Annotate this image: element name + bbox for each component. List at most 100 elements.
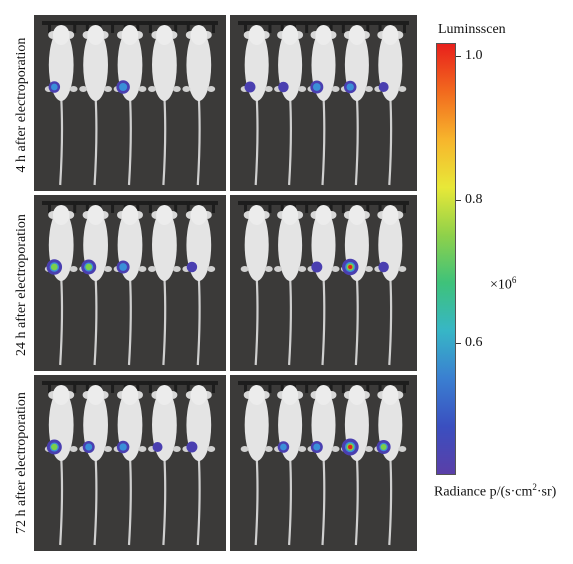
rack-hook [174,201,178,213]
mouse-tail [288,276,292,366]
mouse-tail [127,276,132,366]
mouse-head [315,205,332,225]
mouse [44,25,78,186]
rack-hook [378,201,382,213]
mouse-paw [331,446,340,452]
mouse-tail [354,276,359,366]
rack-hook [378,21,382,33]
mouse-paw [240,446,249,452]
mouse [340,205,373,366]
rack-hook [85,21,89,33]
mouse-head [156,385,173,405]
mouse-paw [207,446,216,452]
rack-hook [280,381,284,393]
rack-hook [280,21,284,33]
mouse-paw [138,266,147,272]
mouse [274,385,307,546]
rack-hook [73,381,77,393]
mouse [374,25,407,186]
mouse-tail [127,96,132,186]
mouse-paw [207,266,216,272]
signal-mid [313,443,321,451]
mouse-tail [162,96,167,186]
rack-hook [111,21,115,33]
rack-hook [148,381,152,393]
mouse-head [121,25,139,45]
mouse [374,385,407,546]
rack-hook [186,201,190,213]
mouse-paw [103,446,112,452]
rack-hook [244,21,247,33]
mouse-paw [69,446,78,452]
panel-4h-right [230,15,417,191]
colorbar-multiplier: ×106 [490,275,516,294]
mouse-body [152,209,177,281]
signal-outer [186,441,198,453]
colorbar-tick-1 [456,56,461,57]
signal-inner [51,443,58,451]
signal-mid [119,263,127,271]
panel-72h-left [34,375,226,551]
signal-core [347,444,353,450]
mouse-body [83,29,108,101]
mouse-paw [69,266,78,272]
rack-hook [136,381,140,393]
mouse-head [382,205,399,225]
mouse-head [248,385,265,405]
mouse-head [52,205,70,225]
mouse-body [186,29,212,101]
rack-hook [85,381,89,393]
rack-hook [341,381,345,393]
panel-4h-left [34,15,226,191]
signal-core [348,264,353,270]
signal-outer [152,442,163,452]
mouse-paw [172,266,181,272]
mouse-head [348,25,365,45]
mouse [240,205,273,366]
rack-hook [244,201,247,213]
mouse-head [348,385,365,405]
mouse-head [282,385,299,405]
rack-hook [305,201,309,213]
mouse [79,205,112,366]
mouse-tail [59,96,64,186]
rack-hook [73,201,77,213]
colorbar-tick-label-1: 1.0 [465,48,483,63]
mouse-head [382,385,399,405]
rack-bar [238,201,409,205]
mouse-paw [364,446,373,452]
mouse-head [190,205,208,225]
rack-hook [268,381,272,393]
rack-hook [403,201,406,213]
mouse [148,385,181,546]
signal-mid [50,83,58,91]
colorbar-title: Luminsscen [438,22,506,37]
unit-prefix: Radiance p/(s·cm [434,484,533,500]
mouse-head [248,205,265,225]
rack-hook [186,21,190,33]
rack-hook [212,201,215,213]
colorbar-tick-3 [456,343,461,344]
signal-outer [186,261,198,273]
mouse-paw [264,446,273,452]
mouse-paw [298,266,307,272]
rack-bar [238,21,409,25]
mouse-head [315,25,332,45]
mouse [79,25,112,186]
mouse-tail [162,456,167,546]
signal-outer [378,261,389,273]
mouse-tail [162,276,167,366]
rack-bar [42,381,218,385]
mouse-tail [93,456,98,546]
signal-outer [244,81,256,93]
panel-24h-right-image [230,195,417,371]
mouse-tail [321,276,326,366]
rack-hook [366,201,370,213]
rack-hook [329,381,333,393]
mouse-paw [148,266,157,272]
mouse-tail [288,456,292,546]
mouse-tail [254,276,259,366]
signal-outer [378,82,389,92]
mouse-tail [321,96,326,186]
rack-hook [174,21,178,33]
